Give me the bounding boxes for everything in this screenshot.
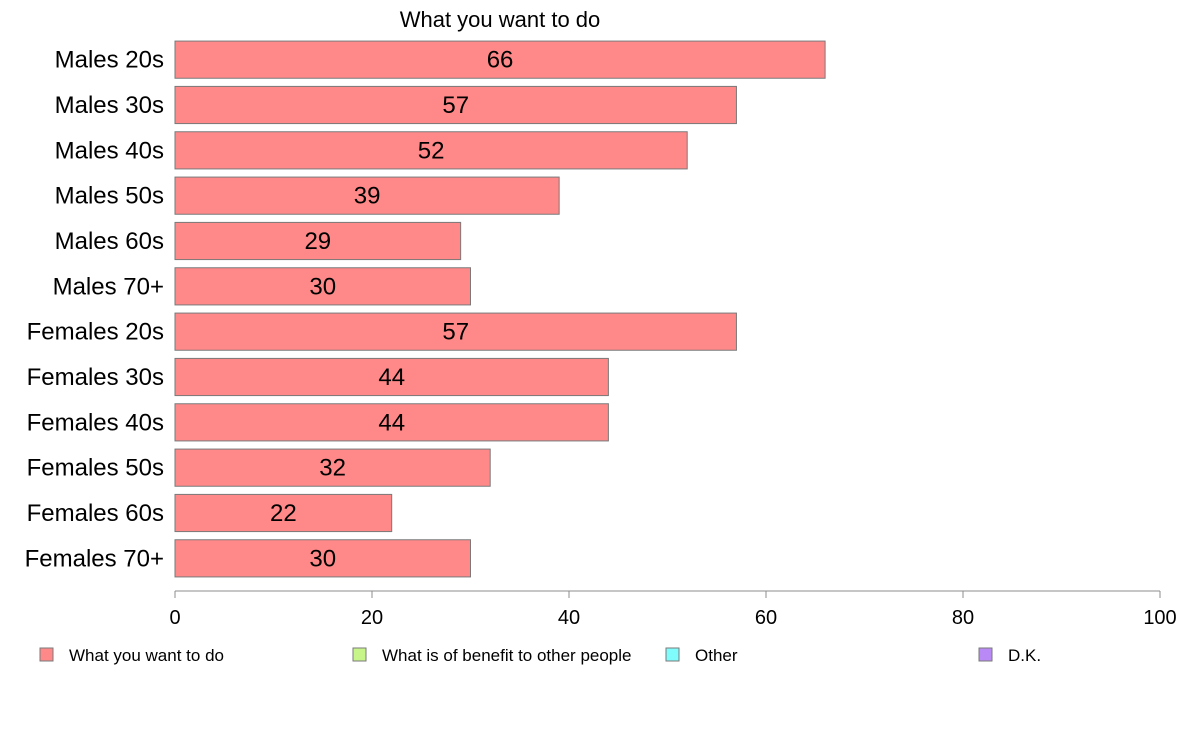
bar bbox=[174, 221, 462, 261]
bar bbox=[174, 357, 609, 397]
bar-value-label: 57 bbox=[442, 319, 469, 346]
legend-swatch bbox=[978, 647, 993, 662]
bar bbox=[174, 403, 609, 442]
bar bbox=[174, 131, 688, 170]
bar-value-label: 57 bbox=[442, 92, 469, 119]
bar-value-label: 44 bbox=[378, 409, 405, 436]
legend-swatch bbox=[39, 647, 54, 662]
category-label: Females 30s bbox=[27, 364, 164, 391]
legend-swatch bbox=[352, 647, 367, 662]
legend-swatch bbox=[665, 647, 680, 662]
x-tick-label: 20 bbox=[361, 607, 383, 629]
bar-value-label: 32 bbox=[319, 455, 346, 482]
x-tick-label: 60 bbox=[755, 607, 777, 629]
category-label: Females 60s bbox=[27, 500, 164, 527]
category-label: Males 70+ bbox=[53, 273, 164, 300]
category-label: Males 20s bbox=[55, 47, 164, 74]
x-tick-label: 80 bbox=[952, 607, 974, 629]
legend: What you want to do What is of benefit to… bbox=[39, 646, 1041, 665]
category-label: Females 70+ bbox=[25, 545, 164, 572]
x-tick-label: 100 bbox=[1143, 607, 1176, 629]
bar-value-label: 66 bbox=[487, 47, 514, 74]
bar-value-label: 22 bbox=[270, 500, 297, 527]
x-axis: 0 20 40 60 80 100 bbox=[169, 590, 1177, 629]
x-tick-label: 40 bbox=[558, 607, 580, 629]
bar bbox=[174, 493, 393, 533]
x-tick-label: 0 bbox=[169, 607, 180, 629]
category-label: Males 60s bbox=[55, 228, 164, 255]
bar-value-label: 44 bbox=[378, 364, 405, 391]
category-label: Males 50s bbox=[55, 183, 164, 210]
bar-value-label: 52 bbox=[418, 137, 445, 164]
bar-value-label: 29 bbox=[304, 228, 331, 255]
legend-label: D.K. bbox=[1008, 646, 1041, 665]
bar bbox=[174, 312, 737, 351]
bar-value-label: 30 bbox=[309, 545, 336, 572]
bars-layer: Males 20s 66 Males 30s 57 Males 40s 52 Males 5… bbox=[25, 40, 826, 578]
legend-label: What is of benefit to other people bbox=[382, 646, 632, 665]
bar bbox=[174, 267, 471, 306]
category-label: Females 40s bbox=[27, 409, 164, 436]
bar-value-label: 30 bbox=[309, 273, 336, 300]
bar-value-label: 39 bbox=[354, 183, 381, 210]
chart-title: What you want to do bbox=[400, 7, 601, 32]
category-label: Males 40s bbox=[55, 137, 164, 164]
bar bbox=[174, 448, 491, 487]
bar bbox=[174, 176, 560, 215]
legend-label: Other bbox=[695, 646, 738, 665]
bar bbox=[174, 85, 737, 125]
bar bbox=[174, 40, 826, 79]
category-label: Females 50s bbox=[27, 455, 164, 482]
category-label: Females 20s bbox=[27, 319, 164, 346]
category-label: Males 30s bbox=[55, 92, 164, 119]
bar bbox=[174, 539, 471, 578]
legend-label: What you want to do bbox=[69, 646, 224, 665]
